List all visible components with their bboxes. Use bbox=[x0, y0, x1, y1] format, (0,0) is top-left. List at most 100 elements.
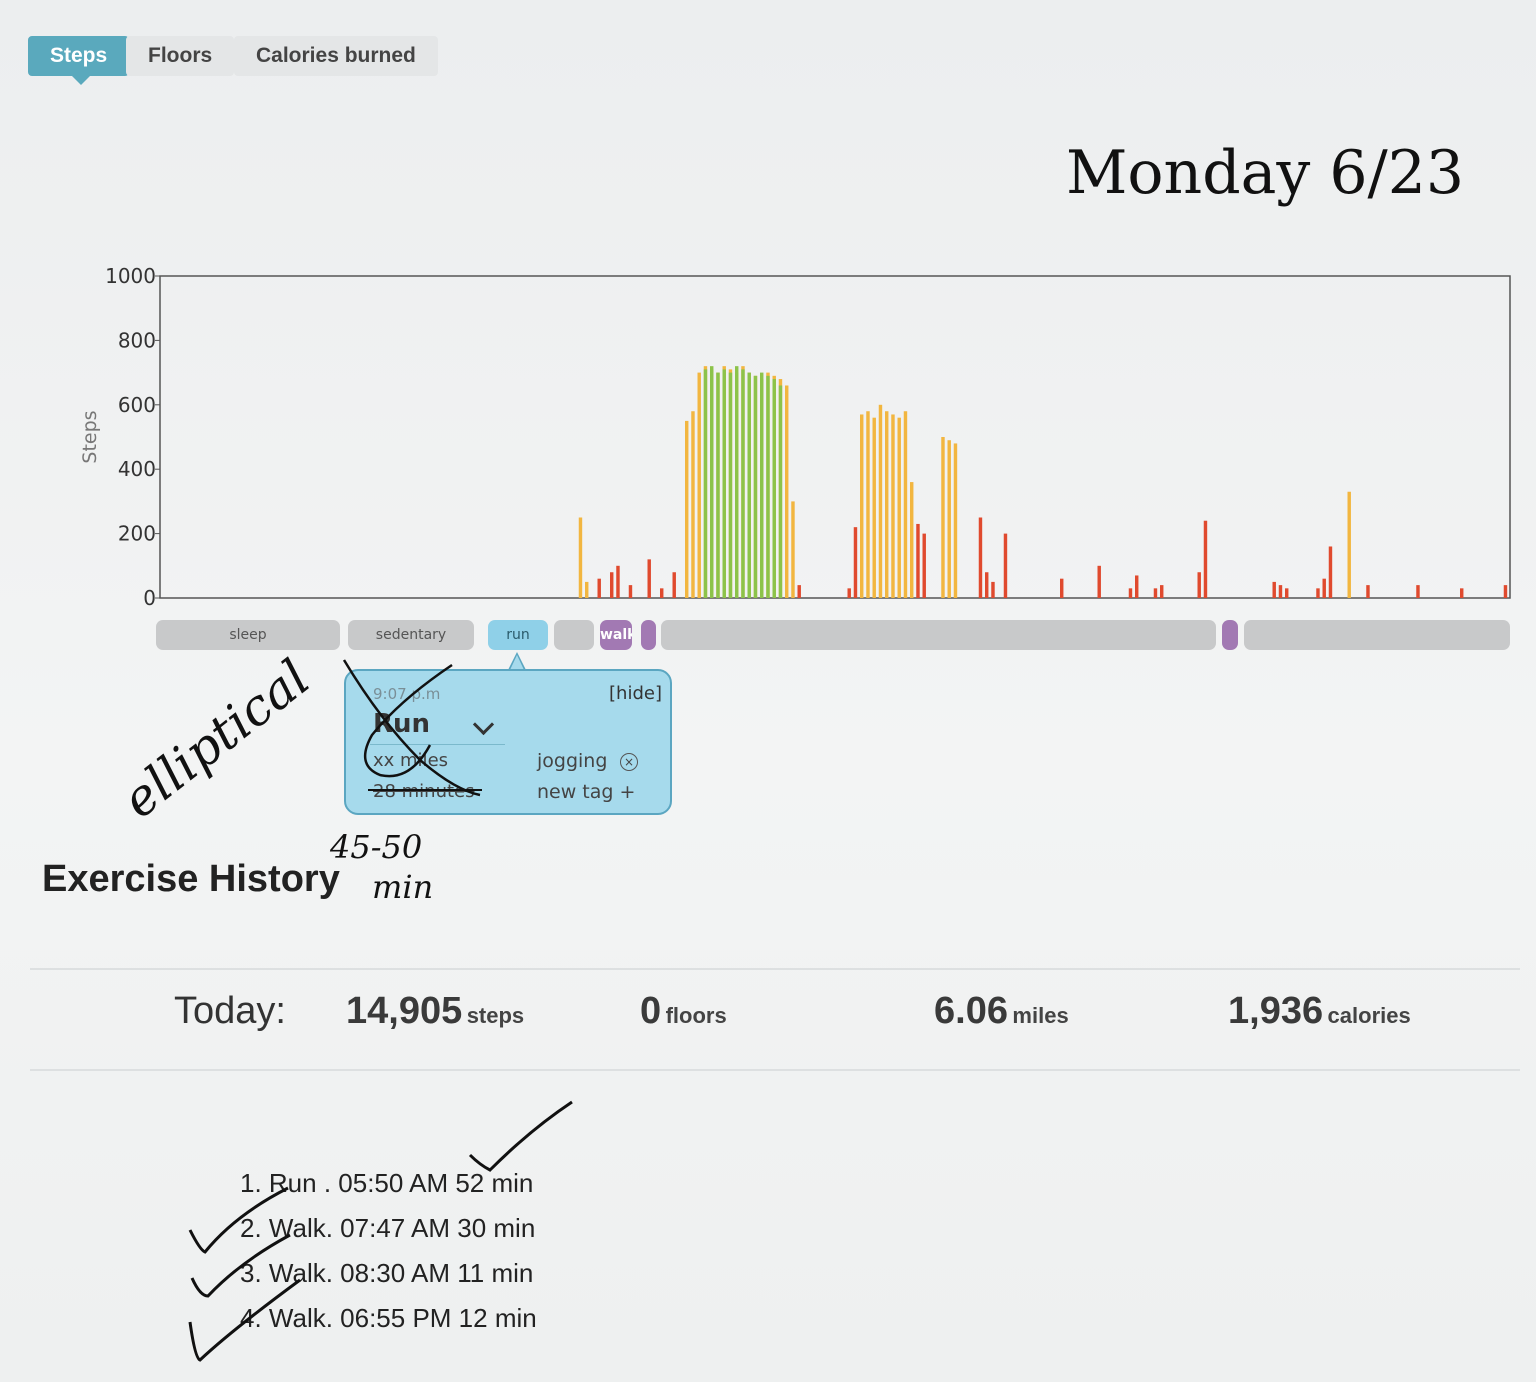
step-bar bbox=[878, 404, 883, 598]
step-bar bbox=[847, 588, 851, 598]
step-bar bbox=[1203, 520, 1208, 598]
step-bar bbox=[772, 379, 776, 598]
activity-evening[interactable] bbox=[1244, 620, 1510, 650]
step-bar bbox=[1322, 578, 1326, 598]
y-tick-label: 1000 bbox=[105, 264, 156, 288]
history-item: 4. Walk. 06:55 PM 12 min bbox=[240, 1303, 537, 1333]
step-bar bbox=[753, 375, 758, 598]
step-bar bbox=[785, 385, 789, 598]
activity-gap[interactable] bbox=[554, 620, 594, 650]
summary-floors: 0 floors bbox=[640, 990, 727, 1050]
day-title: Monday 6/23 bbox=[1066, 138, 1465, 208]
step-bar bbox=[672, 572, 676, 598]
step-bar bbox=[1003, 533, 1008, 598]
step-bar bbox=[991, 581, 995, 598]
step-bar bbox=[891, 414, 895, 598]
step-bar bbox=[760, 372, 764, 598]
step-bar bbox=[885, 411, 889, 598]
activity-run[interactable]: run bbox=[488, 620, 548, 650]
y-tick-label: 200 bbox=[118, 522, 156, 546]
steps-value: 14,905 bbox=[346, 990, 463, 1032]
step-bar bbox=[910, 482, 914, 598]
step-bar bbox=[660, 588, 664, 598]
summary-miles: 6.06 miles bbox=[934, 990, 1069, 1050]
step-bar bbox=[866, 411, 870, 598]
step-bar bbox=[1160, 585, 1164, 598]
remove-tag-icon[interactable]: × bbox=[620, 753, 638, 771]
step-bar bbox=[922, 533, 926, 598]
miles-unit: miles bbox=[1012, 1003, 1069, 1028]
distance-field[interactable]: xx miles bbox=[373, 750, 449, 771]
tab-floors[interactable]: Floors bbox=[126, 36, 235, 76]
step-bar bbox=[747, 372, 751, 598]
step-bar bbox=[1060, 578, 1064, 598]
activity-sleep[interactable]: sleep bbox=[156, 620, 340, 650]
divider-top bbox=[30, 968, 1520, 970]
step-bar bbox=[1128, 588, 1133, 598]
chart-bars bbox=[578, 366, 1508, 598]
y-tick-label: 0 bbox=[143, 586, 156, 610]
step-bar bbox=[685, 420, 689, 598]
step-bar bbox=[1285, 588, 1289, 598]
step-bar bbox=[741, 369, 745, 598]
step-bar bbox=[1316, 588, 1320, 598]
activity-sedentary[interactable]: sedentary bbox=[348, 620, 474, 650]
step-bar bbox=[1503, 585, 1508, 598]
step-bar bbox=[903, 411, 908, 598]
step-bar bbox=[978, 517, 983, 598]
y-tick-label: 800 bbox=[118, 328, 156, 352]
calories-unit: calories bbox=[1327, 1003, 1411, 1028]
chevron-down-icon[interactable] bbox=[472, 713, 495, 736]
activity-sedentary-long[interactable] bbox=[661, 620, 1216, 650]
step-bar bbox=[953, 443, 958, 598]
activity-walk-evening[interactable] bbox=[1222, 620, 1238, 650]
step-bar bbox=[585, 581, 589, 598]
chart-axes: 0 200 400 600 800 1000 bbox=[105, 264, 1511, 610]
summary-steps: 14,905 steps bbox=[346, 990, 524, 1050]
duration-field[interactable]: 28 minutes bbox=[373, 781, 475, 802]
summary-label: Today: bbox=[174, 990, 286, 1032]
step-bar bbox=[710, 366, 714, 598]
popup-pointer bbox=[508, 652, 526, 670]
step-bar bbox=[797, 585, 801, 598]
step-bar bbox=[703, 369, 708, 598]
step-bar bbox=[597, 578, 601, 598]
activity-walk-short[interactable] bbox=[641, 620, 656, 650]
step-bar bbox=[1416, 585, 1420, 598]
summary-calories: 1,936 calories bbox=[1228, 990, 1411, 1050]
activity-type-select[interactable]: Run bbox=[373, 709, 431, 739]
step-bar bbox=[941, 437, 945, 598]
step-bar bbox=[610, 572, 614, 598]
step-bar bbox=[985, 572, 989, 598]
new-tag-button[interactable]: new tag + bbox=[537, 781, 636, 803]
step-bar bbox=[735, 366, 739, 598]
step-bar bbox=[616, 565, 620, 598]
step-bar bbox=[791, 501, 795, 598]
divider-bottom bbox=[30, 1069, 1520, 1071]
steps-unit: steps bbox=[466, 1003, 525, 1028]
step-bar bbox=[947, 440, 951, 598]
tab-steps[interactable]: Steps bbox=[28, 36, 130, 85]
step-bar bbox=[1278, 585, 1283, 598]
step-bar bbox=[1366, 585, 1370, 598]
floors-unit: floors bbox=[665, 1003, 727, 1028]
select-underline bbox=[370, 744, 505, 745]
history-item: 1. Run . 05:50 AM 52 min bbox=[240, 1168, 534, 1198]
popup-time: 9:07 p.m bbox=[373, 685, 441, 703]
activity-walk[interactable]: walk bbox=[600, 620, 632, 650]
step-bar bbox=[1097, 565, 1101, 598]
step-bar bbox=[853, 527, 858, 598]
step-bar bbox=[1347, 491, 1351, 598]
step-bar bbox=[628, 585, 633, 598]
step-bar bbox=[647, 559, 651, 598]
tab-calories-burned[interactable]: Calories burned bbox=[234, 36, 438, 76]
step-bar bbox=[766, 375, 770, 598]
step-bar bbox=[716, 372, 720, 598]
step-bar bbox=[778, 385, 783, 598]
step-bar bbox=[1328, 546, 1333, 598]
step-bar bbox=[1272, 581, 1276, 598]
hide-link[interactable]: [hide] bbox=[609, 683, 662, 704]
step-bar bbox=[1460, 588, 1464, 598]
step-bar bbox=[578, 517, 583, 598]
